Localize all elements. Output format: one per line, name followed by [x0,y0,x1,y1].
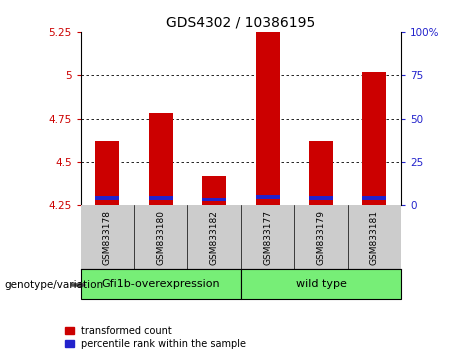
Bar [362,72,386,205]
Bar [309,196,333,200]
Bar [202,198,226,201]
Text: wild type: wild type [296,279,346,289]
Bar [202,176,226,205]
Bar [255,32,279,205]
Bar [255,195,279,199]
Bar [149,113,173,205]
Text: GSM833179: GSM833179 [316,210,325,265]
Bar [95,141,119,205]
Bar [95,196,119,200]
Text: genotype/variation: genotype/variation [5,280,104,290]
Bar [149,196,173,200]
Legend: transformed count, percentile rank within the sample: transformed count, percentile rank withi… [65,326,246,349]
Text: GSM833182: GSM833182 [210,210,219,265]
Text: GSM833181: GSM833181 [370,210,379,265]
Title: GDS4302 / 10386195: GDS4302 / 10386195 [166,15,315,29]
FancyBboxPatch shape [81,269,241,299]
Text: Gfi1b-overexpression: Gfi1b-overexpression [101,279,220,289]
Bar [309,141,333,205]
FancyBboxPatch shape [241,269,401,299]
Bar [362,196,386,200]
Text: GSM833180: GSM833180 [156,210,165,265]
Text: GSM833178: GSM833178 [103,210,112,265]
Text: GSM833177: GSM833177 [263,210,272,265]
